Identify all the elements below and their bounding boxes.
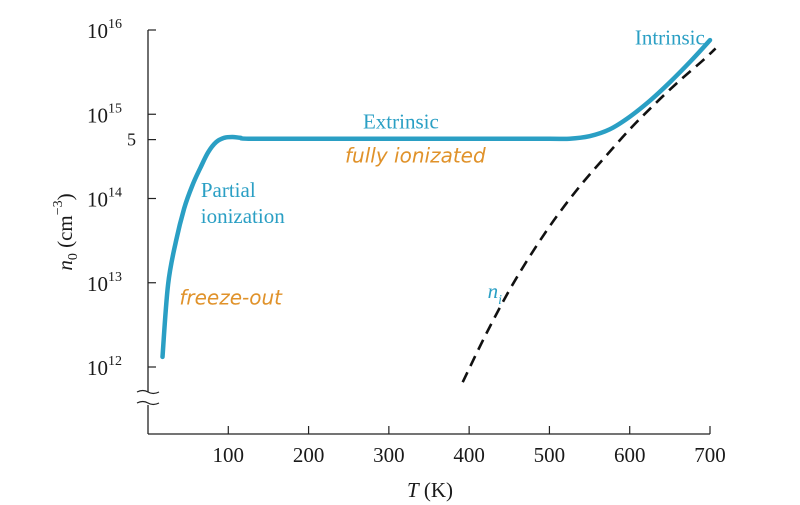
y-tick-label: 1012 [87,354,122,380]
x-tick-label: 300 [373,443,405,467]
tick-labels: 100 200 300 400 500 600 700 1012 1013 1014 1015 101… [51,17,726,502]
x-tick-label: 100 [213,443,245,467]
annotation-partial2: ionization [201,204,285,228]
data-series [160,37,717,383]
x-tick-label: 700 [694,443,726,467]
y-axis-title: n0 (cm−3) [51,193,81,270]
x-tick-label: 500 [534,443,566,467]
y-tick-label: 1013 [87,270,122,296]
annotation-fully: fully ionizated [345,143,486,167]
x-tick-label: 400 [453,443,485,467]
y-tick-label: 1015 [87,101,122,127]
y-minor-tick-label: 5 [127,130,136,150]
series-line-n0 [160,37,713,360]
x-tick-label: 200 [293,443,325,467]
axes [136,29,711,435]
annotation-extrinsic: Extrinsic [363,110,439,134]
annotation-partial1: Partial [201,178,256,202]
axis-break-mark-bottom [136,400,160,406]
x-tick-label: 600 [614,443,646,467]
axis-break-mark-top [136,389,160,395]
y-tick-label: 1014 [87,186,122,212]
annotation-intrinsic: Intrinsic [635,25,705,49]
annotation-freeze: freeze-out [179,286,283,310]
y-tick-label: 1016 [87,17,122,43]
x-axis-title: T (K) [407,478,453,502]
annotation-ni: ni [488,279,503,308]
series-line-ni [461,47,717,383]
